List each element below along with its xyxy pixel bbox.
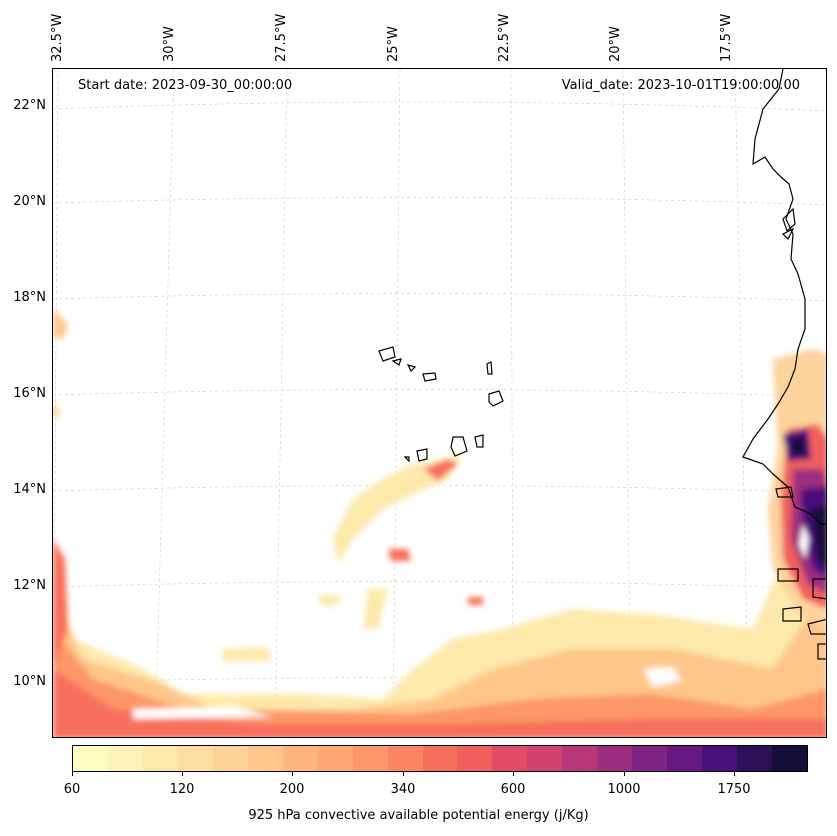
colorbar-tick-mark (513, 772, 514, 776)
coastlines (378, 69, 826, 660)
colorbar-swatch (632, 746, 668, 771)
colorbar-swatch (387, 746, 423, 771)
latitude-label: 18°N (13, 290, 46, 305)
colorbar-tick-label: 120 (169, 782, 195, 797)
colorbar-tick-label: 600 (500, 782, 526, 797)
latitude-label: 16°N (13, 386, 46, 401)
colorbar-swatch (177, 746, 213, 771)
colorbar-tick-mark (403, 772, 404, 776)
colorbar-label: 925 hPa convective available potential e… (248, 808, 589, 823)
colorbar-tick-label: 340 (390, 782, 416, 797)
latitude-label: 12°N (13, 578, 46, 593)
latitude-label: 14°N (13, 482, 46, 497)
map-canvas (53, 69, 826, 737)
colorbar-swatch (702, 746, 738, 771)
colorbar-swatch (737, 746, 773, 771)
colorbar-swatch (212, 746, 248, 771)
colorbar-swatch (247, 746, 283, 771)
colorbar-tick-label: 60 (63, 782, 81, 797)
colorbar-swatch (597, 746, 633, 771)
longitude-label: 17.5°W (719, 13, 734, 62)
colorbar-swatch (772, 746, 808, 771)
longitude-label: 20°W (608, 26, 623, 62)
colorbar-swatch (562, 746, 598, 771)
colorbar-swatch (667, 746, 703, 771)
colorbar-tick-label: 200 (279, 782, 305, 797)
colorbar-swatch (492, 746, 528, 771)
cape-contours (53, 309, 826, 737)
colorbar (72, 745, 808, 772)
latitude-label: 20°N (13, 194, 46, 209)
colorbar-tick-mark (624, 772, 625, 776)
colorbar-swatch (457, 746, 493, 771)
colorbar-tick-mark (292, 772, 293, 776)
colorbar-swatch (282, 746, 318, 771)
colorbar-swatch (317, 746, 353, 771)
colorbar-tick-label: 1750 (717, 782, 751, 797)
latitude-label: 22°N (13, 98, 46, 113)
colorbar-swatch (142, 746, 178, 771)
colorbar-swatch (73, 746, 108, 771)
colorbar-swatch (107, 746, 143, 771)
valid-date-label: Valid_date: 2023-10-01T19:00:00.00 (561, 78, 800, 93)
longitude-label: 22.5°W (497, 13, 512, 62)
map-frame (52, 68, 827, 738)
longitude-label: 27.5°W (274, 13, 289, 62)
colorbar-swatch (527, 746, 563, 771)
colorbar-tick-label: 1000 (607, 782, 641, 797)
latitude-label: 10°N (13, 674, 46, 689)
longitude-label: 32.5°W (50, 13, 65, 62)
colorbar-swatch (422, 746, 458, 771)
colorbar-tick-mark (182, 772, 183, 776)
longitude-label: 30°W (162, 26, 177, 62)
start-date-label: Start date: 2023-09-30_00:00:00 (78, 78, 293, 93)
colorbar-tick-mark (72, 772, 73, 776)
colorbar-swatch (352, 746, 388, 771)
longitude-label: 25°W (386, 26, 401, 62)
colorbar-tick-mark (734, 772, 735, 776)
